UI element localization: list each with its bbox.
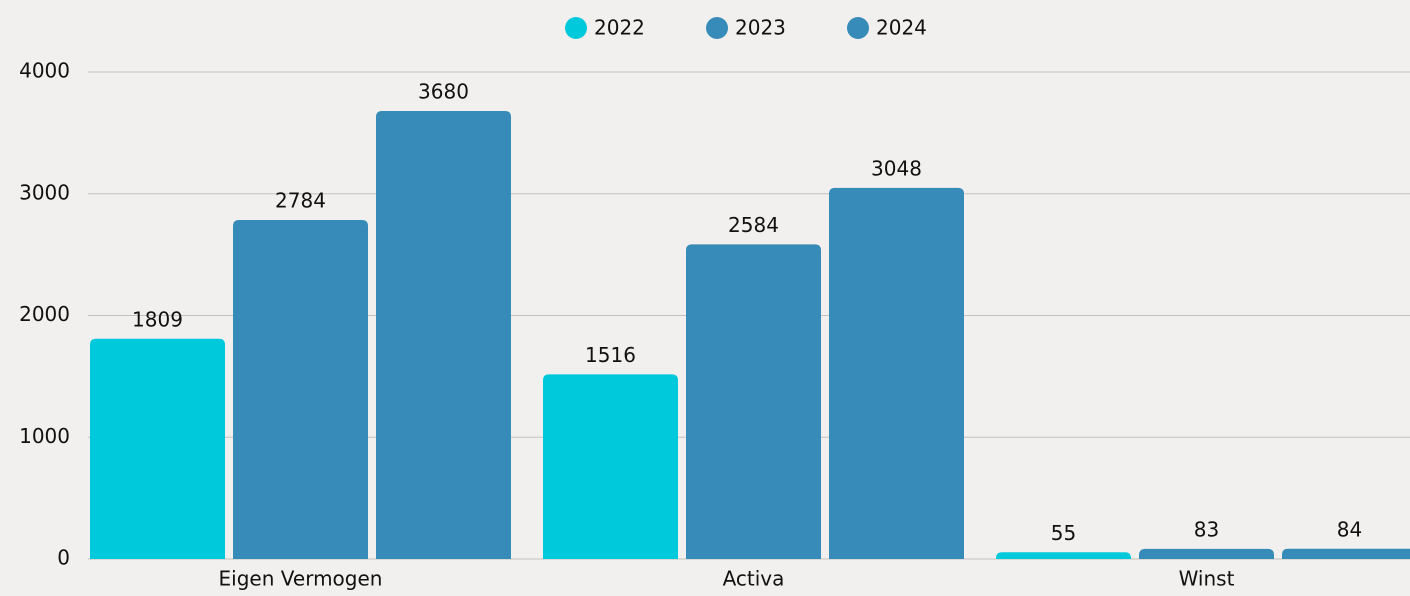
- bar: [376, 110, 511, 560]
- data-label: 84: [1337, 517, 1362, 541]
- data-label: 55: [1051, 521, 1076, 545]
- x-tick-label: Activa: [723, 567, 785, 591]
- data-label: 1809: [132, 307, 183, 331]
- data-label: 3680: [418, 79, 469, 103]
- y-tick-label: 0: [57, 546, 70, 570]
- bar: [829, 187, 964, 559]
- legend-label: 2024: [876, 16, 927, 40]
- data-label: 2584: [728, 213, 779, 237]
- bar: [686, 244, 821, 559]
- bar: [1139, 548, 1274, 559]
- y-tick-label: 3000: [19, 180, 70, 204]
- legend-label: 2022: [594, 16, 645, 40]
- bar: [543, 374, 678, 559]
- y-tick-label: 2000: [19, 302, 70, 326]
- y-tick-label: 4000: [19, 59, 70, 83]
- bar: [996, 552, 1131, 559]
- legend-marker: [706, 17, 728, 39]
- legend-label: 2023: [735, 16, 786, 40]
- x-tick-label: Winst: [1179, 567, 1235, 591]
- x-tick-label: Eigen Vermogen: [219, 567, 383, 591]
- data-label: 3048: [871, 156, 922, 180]
- legend-marker: [565, 17, 587, 39]
- bar: [1282, 548, 1410, 559]
- bar: [90, 338, 225, 559]
- data-label: 1516: [585, 343, 636, 367]
- data-label: 2784: [275, 189, 326, 213]
- data-label: 83: [1194, 517, 1219, 541]
- bar: [233, 220, 368, 559]
- legend-marker: [847, 17, 869, 39]
- y-tick-label: 1000: [19, 424, 70, 448]
